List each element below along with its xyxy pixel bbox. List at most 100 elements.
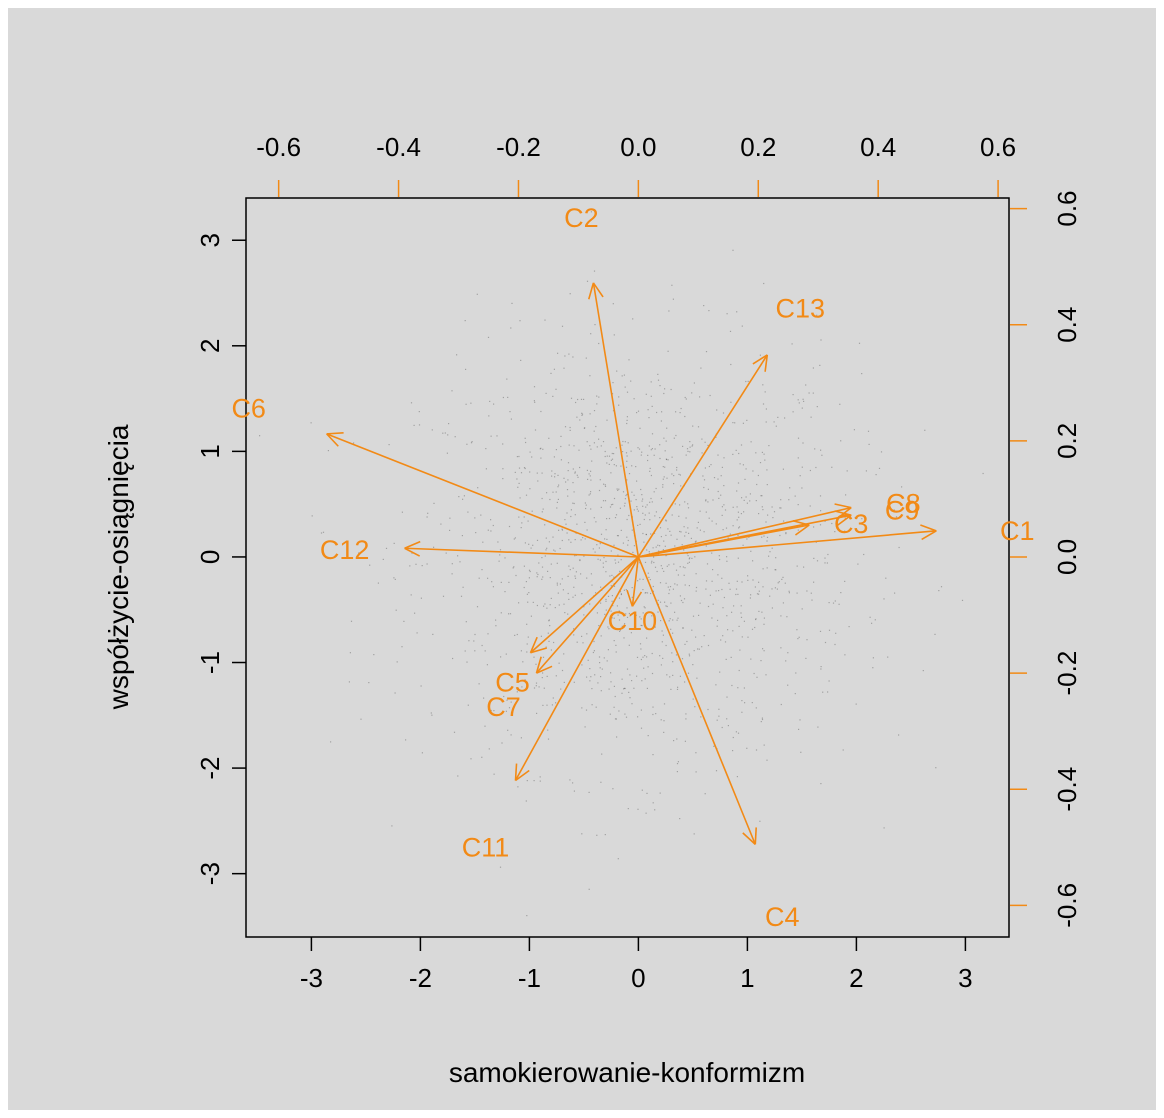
observation-point [685, 718, 687, 720]
observation-point [580, 573, 582, 575]
observation-point [426, 516, 428, 518]
observation-point [639, 562, 641, 564]
observation-point [619, 570, 621, 572]
observation-point [612, 303, 614, 305]
observation-point [529, 471, 531, 473]
observation-point [542, 656, 545, 658]
observation-point [546, 704, 548, 706]
observation-point [584, 502, 586, 504]
observation-point [816, 314, 818, 316]
observation-point [600, 533, 603, 535]
observation-point [780, 499, 782, 501]
observation-point [574, 539, 576, 541]
observation-point [613, 706, 615, 708]
observation-point [625, 466, 628, 468]
observation-point [705, 580, 708, 582]
observation-point [726, 313, 728, 315]
observation-point [640, 709, 642, 711]
arrow-head-c11 [515, 769, 530, 782]
observation-point [802, 398, 804, 400]
observation-point [844, 517, 846, 519]
observation-point [663, 570, 665, 572]
observation-point [556, 501, 558, 503]
observation-point [692, 698, 694, 700]
observation-point [646, 656, 648, 658]
observation-point [615, 514, 618, 516]
observation-point [525, 800, 527, 802]
observation-point [591, 704, 593, 706]
observation-point [699, 396, 701, 398]
observation-point [627, 442, 629, 444]
observation-point [604, 613, 606, 615]
observation-point [639, 643, 642, 645]
observation-point [688, 532, 690, 534]
observation-point [642, 505, 644, 507]
observation-point [569, 426, 571, 429]
observation-point [762, 648, 764, 650]
observation-point [883, 827, 885, 829]
observation-point [683, 549, 685, 551]
observation-point [639, 578, 641, 580]
observation-point [798, 728, 800, 730]
right-tick-label: 0.4 [1052, 307, 1082, 343]
observation-point [670, 688, 672, 690]
observation-point [636, 412, 638, 414]
observation-point [613, 497, 616, 500]
observation-point [531, 510, 533, 512]
observation-point [679, 530, 681, 533]
observation-point [510, 734, 512, 736]
observation-point [762, 403, 765, 405]
observation-point [610, 459, 612, 461]
observation-point [828, 680, 830, 682]
observation-point [763, 623, 765, 625]
observation-point [484, 650, 486, 652]
observation-point [717, 574, 719, 576]
observation-point [655, 713, 657, 715]
observation-point [655, 511, 657, 513]
observation-point [500, 612, 502, 614]
observation-point [961, 599, 964, 601]
observation-point [666, 458, 668, 461]
label-c10: C10 [608, 606, 658, 636]
observation-point [530, 615, 532, 617]
observation-point [596, 446, 598, 448]
right-tick-label: 0.6 [1052, 190, 1082, 226]
observation-point [674, 545, 676, 547]
observation-point [568, 444, 570, 446]
observation-point [546, 607, 548, 609]
arrow-head-c9 [837, 514, 852, 526]
observation-point [743, 620, 745, 622]
observation-point [696, 677, 698, 679]
observation-point [644, 561, 647, 563]
observation-point [744, 702, 746, 704]
observation-point [523, 565, 525, 567]
observation-point [622, 542, 624, 544]
observation-point [631, 680, 633, 682]
arrow-head-c9 [834, 510, 852, 516]
observation-point [706, 563, 709, 565]
arrow-head-c2 [592, 282, 604, 298]
observation-point [520, 737, 522, 739]
observation-point [617, 614, 619, 616]
observation-point [502, 468, 504, 470]
observation-point [686, 448, 689, 450]
arrow-head-c12 [404, 540, 421, 549]
observation-point [558, 662, 560, 664]
observation-point [567, 462, 570, 464]
observation-point [599, 667, 601, 669]
observation-point [563, 367, 565, 369]
observation-point [688, 558, 690, 560]
observation-point [453, 731, 456, 733]
observation-point [481, 644, 483, 647]
observation-point [736, 519, 738, 521]
observation-point [649, 470, 651, 472]
observation-point [749, 493, 751, 495]
arrow-head-c6 [326, 433, 339, 447]
observation-point [738, 669, 740, 672]
observation-point [348, 681, 350, 683]
observation-point [449, 529, 451, 531]
observation-point [684, 643, 686, 645]
observation-point [611, 600, 613, 602]
observation-point [466, 443, 468, 445]
arrow-head-c5 [529, 636, 538, 654]
